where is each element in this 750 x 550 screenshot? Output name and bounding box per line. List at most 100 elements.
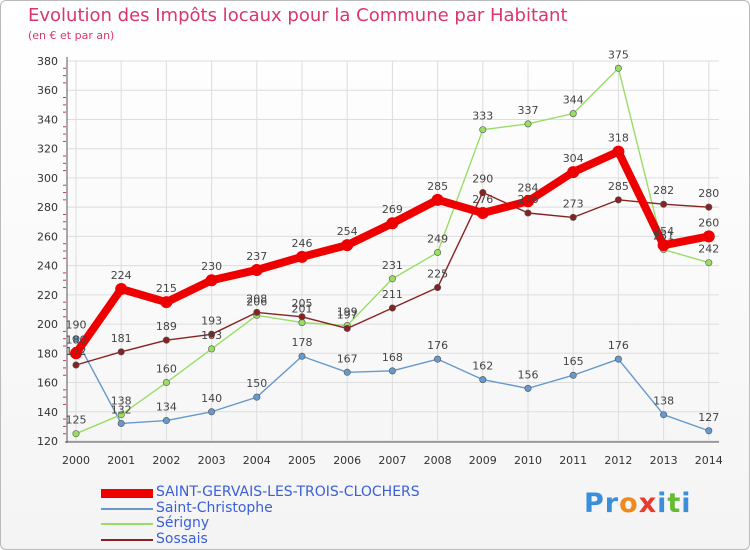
data-label: 127: [698, 411, 719, 424]
data-point: [205, 274, 218, 287]
data-point: [569, 110, 577, 118]
data-point: [208, 345, 216, 353]
data-point: [70, 347, 82, 360]
data-point: [476, 207, 489, 219]
data-point: [115, 283, 128, 295]
data-label: 269: [382, 203, 403, 216]
data-point: [162, 336, 170, 344]
x-tick-label: 2001: [107, 454, 135, 467]
data-label: 138: [111, 395, 132, 408]
data-point: [660, 411, 668, 419]
data-point: [705, 203, 713, 211]
data-point: [343, 324, 351, 332]
data-point: [160, 296, 173, 309]
logo-letter: i: [657, 488, 668, 519]
proxiti-logo: Proxiti: [584, 488, 692, 519]
legend-label: Sérigny: [156, 515, 210, 531]
y-tick-label: 160: [37, 377, 58, 390]
chart-subtitle: (en € et par an): [28, 29, 115, 42]
legend-swatch: [101, 507, 153, 510]
x-tick-label: 2006: [333, 454, 361, 467]
y-tick-label: 140: [37, 406, 58, 419]
tick-labels: 120 140 160 180 200 220 240 260 280 300 320 340 360 3…: [37, 55, 723, 467]
data-label: 183: [201, 329, 222, 342]
data-label: 285: [427, 180, 448, 193]
data-point: [524, 384, 532, 392]
series-lines: [70, 64, 715, 438]
y-tick-label: 300: [37, 172, 58, 185]
data-label: 176: [427, 339, 448, 352]
data-label: 251: [653, 230, 674, 243]
data-label: 276: [472, 193, 493, 206]
data-label: 201: [292, 303, 313, 316]
data-point: [569, 371, 577, 379]
data-label: 193: [201, 314, 222, 327]
x-tick-label: 2014: [695, 454, 723, 467]
data-point: [567, 166, 580, 179]
data-label: 230: [201, 260, 222, 273]
data-label: 156: [518, 368, 539, 381]
data-point: [117, 348, 125, 356]
data-point: [117, 419, 125, 427]
y-tick-label: 280: [37, 201, 58, 214]
data-label: 273: [563, 197, 584, 210]
data-point: [343, 368, 351, 376]
data-label: 150: [246, 377, 267, 390]
y-tick-label: 320: [37, 143, 58, 156]
data-point: [72, 361, 80, 369]
y-tick-label: 180: [37, 347, 58, 360]
y-tick-label: 360: [37, 84, 58, 97]
legend-label: Sossais: [156, 530, 208, 547]
data-label: 205: [292, 297, 313, 310]
data-label: 290: [472, 173, 493, 186]
data-point: [705, 259, 713, 267]
data-point: [569, 213, 577, 221]
data-label: 180: [66, 333, 87, 346]
data-label: 231: [382, 259, 403, 272]
data-point: [298, 319, 306, 327]
data-point: [296, 250, 308, 263]
data-label: 172: [66, 345, 87, 358]
data-point: [614, 355, 622, 363]
data-point: [614, 64, 622, 72]
data-label: 237: [246, 250, 267, 263]
logo-letter: i: [681, 488, 692, 519]
data-label: 215: [156, 282, 177, 295]
logo-letter: x: [638, 488, 658, 519]
data-point: [431, 193, 444, 206]
data-point: [208, 408, 216, 416]
data-point: [253, 308, 261, 316]
data-label: 246: [292, 237, 313, 250]
data-point: [162, 417, 170, 425]
data-label: 199: [337, 306, 358, 319]
data-point: [479, 376, 487, 384]
data-label: 375: [608, 48, 629, 61]
x-tick-label: 2004: [243, 454, 271, 467]
data-point: [479, 189, 487, 197]
data-point: [434, 284, 442, 292]
data-point: [341, 239, 354, 252]
logo-letter: o: [619, 488, 639, 519]
data-label: 344: [563, 94, 584, 107]
data-point: [250, 264, 263, 276]
data-point: [524, 120, 532, 128]
y-tick-label: 260: [37, 230, 58, 243]
data-label: 285: [608, 180, 629, 193]
data-label: 304: [563, 152, 584, 165]
data-label: 189: [156, 320, 177, 333]
x-tick-label: 2008: [424, 454, 452, 467]
data-label: 280: [698, 187, 719, 200]
data-label: 206: [246, 295, 267, 308]
data-labels: 1802242152302372462542692852762843043182…: [66, 48, 720, 426]
data-point: [208, 330, 216, 338]
x-tick-label: 2013: [650, 454, 678, 467]
y-tick-label: 240: [37, 260, 58, 273]
data-label: 284: [518, 181, 539, 194]
data-label: 208: [246, 292, 267, 305]
data-label: 224: [111, 269, 132, 282]
data-label: 333: [472, 110, 493, 123]
data-point: [253, 393, 261, 401]
data-point: [72, 335, 80, 343]
data-point: [479, 126, 487, 134]
y-tick-label: 220: [37, 289, 58, 302]
